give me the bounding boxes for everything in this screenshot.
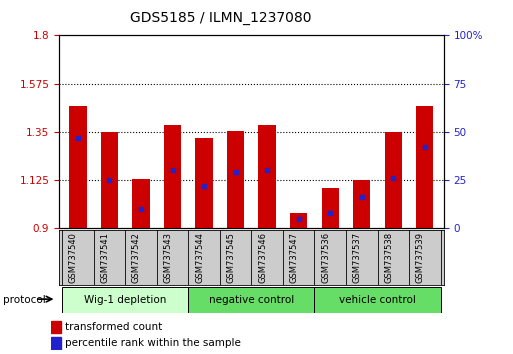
Text: GSM737540: GSM737540 bbox=[69, 232, 78, 282]
Bar bbox=[385, 132, 402, 228]
Bar bbox=[314, 287, 441, 313]
Bar bbox=[416, 106, 433, 228]
Bar bbox=[51, 337, 61, 349]
Bar bbox=[195, 138, 213, 228]
Text: vehicle control: vehicle control bbox=[339, 295, 416, 305]
Bar bbox=[188, 287, 314, 313]
Text: negative control: negative control bbox=[209, 295, 294, 305]
Bar bbox=[51, 321, 61, 333]
Bar bbox=[132, 179, 150, 228]
Bar bbox=[227, 131, 244, 228]
Text: GSM737541: GSM737541 bbox=[101, 232, 109, 282]
Text: GSM737543: GSM737543 bbox=[164, 232, 172, 283]
Bar bbox=[353, 180, 370, 228]
Text: transformed count: transformed count bbox=[65, 322, 163, 332]
Text: percentile rank within the sample: percentile rank within the sample bbox=[65, 338, 241, 348]
Text: GSM737537: GSM737537 bbox=[353, 232, 362, 283]
Text: GSM737538: GSM737538 bbox=[384, 232, 393, 283]
Text: GSM737542: GSM737542 bbox=[132, 232, 141, 282]
Text: GSM737536: GSM737536 bbox=[321, 232, 330, 283]
Text: GSM737545: GSM737545 bbox=[227, 232, 235, 282]
Bar bbox=[69, 106, 87, 228]
Text: GSM737539: GSM737539 bbox=[416, 232, 425, 283]
Text: GSM737544: GSM737544 bbox=[195, 232, 204, 282]
Text: protocol: protocol bbox=[3, 295, 45, 305]
Text: GDS5185 / ILMN_1237080: GDS5185 / ILMN_1237080 bbox=[130, 11, 311, 25]
Bar bbox=[290, 213, 307, 228]
Bar bbox=[164, 125, 181, 228]
Bar bbox=[101, 132, 118, 228]
Text: GSM737546: GSM737546 bbox=[258, 232, 267, 283]
Text: GSM737547: GSM737547 bbox=[290, 232, 299, 283]
Bar bbox=[259, 125, 276, 228]
Bar bbox=[322, 188, 339, 228]
Bar bbox=[62, 287, 188, 313]
Text: Wig-1 depletion: Wig-1 depletion bbox=[84, 295, 166, 305]
